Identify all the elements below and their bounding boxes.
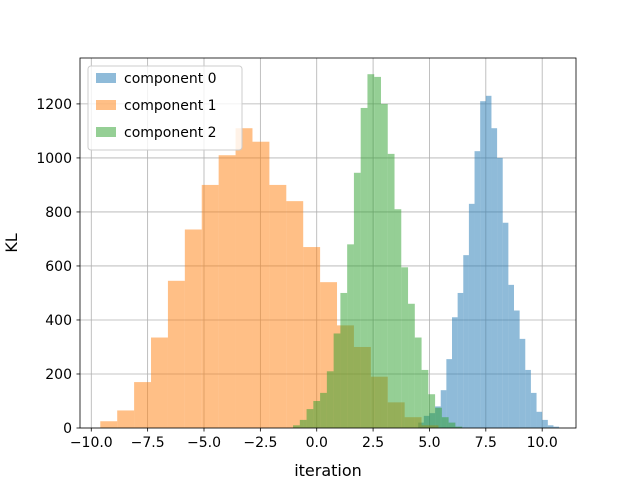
x-tick-label: 2.5 xyxy=(362,435,384,451)
y-tick-label: 1200 xyxy=(36,97,72,113)
x-tick-label: −7.5 xyxy=(131,435,165,451)
histogram-bar xyxy=(201,184,219,428)
histogram-bar xyxy=(428,394,436,428)
histogram-bar xyxy=(530,392,537,428)
y-tick-label: 0 xyxy=(63,421,72,437)
histogram-bar xyxy=(394,209,402,428)
histogram-bar xyxy=(320,392,327,428)
histogram-bar xyxy=(414,337,422,428)
y-tick-label: 400 xyxy=(45,313,72,329)
histogram-bar xyxy=(457,292,464,428)
histogram-bar xyxy=(440,390,447,428)
histogram-bar xyxy=(435,407,442,428)
histogram-bar xyxy=(480,101,486,429)
histogram-bar xyxy=(497,157,503,428)
x-axis-label: iteration xyxy=(294,461,362,480)
x-tick-label: 10.0 xyxy=(527,435,558,451)
histogram-bar xyxy=(269,184,287,428)
histogram-bars xyxy=(100,74,560,429)
x-tick-label: 7.5 xyxy=(475,435,497,451)
histogram-bar xyxy=(380,103,388,428)
x-tick-label: −2.5 xyxy=(243,435,277,451)
y-tick-label: 800 xyxy=(45,205,72,221)
histogram-bar xyxy=(547,425,554,428)
histogram-bar xyxy=(184,229,202,428)
series-component-2 xyxy=(293,74,463,429)
histogram-bar xyxy=(293,425,300,428)
histogram-bar xyxy=(525,369,531,428)
histogram-bar xyxy=(360,107,368,428)
histogram-bar xyxy=(367,74,375,428)
histogram-bar xyxy=(117,410,135,428)
x-tick-label: 5.0 xyxy=(418,435,440,451)
histogram-bar xyxy=(553,426,560,428)
y-tick-label: 200 xyxy=(45,367,72,383)
histogram-bar xyxy=(387,153,395,428)
histogram-bar xyxy=(474,151,481,429)
legend-swatch-component-1 xyxy=(96,100,116,110)
histogram-bar xyxy=(421,369,429,428)
y-tick-label: 1000 xyxy=(36,151,72,167)
x-tick-label: −5.0 xyxy=(187,435,221,451)
histogram-bar xyxy=(306,409,314,428)
histogram-bar xyxy=(491,128,498,428)
histogram-bar xyxy=(536,411,543,428)
legend: component 0 component 1 component 2 xyxy=(87,65,243,151)
histogram-bar xyxy=(303,247,321,428)
histogram-bar xyxy=(485,95,492,429)
histogram-bar xyxy=(514,310,520,428)
histogram-bar xyxy=(235,128,253,428)
histogram-bar xyxy=(519,338,526,428)
series-component-0 xyxy=(418,95,560,429)
histogram-bar xyxy=(452,317,458,428)
histogram-bar xyxy=(167,280,185,428)
histogram-bar xyxy=(408,303,415,428)
histogram-bar xyxy=(100,421,118,428)
legend-label-component-1: component 1 xyxy=(124,98,217,114)
histogram-bar xyxy=(463,255,469,428)
legend-swatch-component-2 xyxy=(96,127,116,137)
legend-swatch-component-0 xyxy=(96,73,116,83)
histogram-bar xyxy=(151,337,168,428)
histogram-bar xyxy=(542,419,548,428)
x-tick-label: 0.0 xyxy=(306,435,328,451)
legend-label-component-0: component 0 xyxy=(124,71,217,87)
histogram-bar xyxy=(401,267,409,428)
histogram-bar xyxy=(508,284,514,428)
histogram-bar xyxy=(286,201,304,428)
plot-frame xyxy=(79,57,577,429)
y-axis-label: KL xyxy=(2,233,21,252)
histogram-bar xyxy=(134,382,152,428)
histogram-bar xyxy=(326,371,334,428)
histogram-bar xyxy=(313,400,321,428)
y-tick-label: 600 xyxy=(45,259,72,275)
legend-label-component-2: component 2 xyxy=(124,125,217,141)
legend-box xyxy=(87,65,243,151)
histogram-bar xyxy=(446,359,452,428)
histogram-bar xyxy=(374,76,381,429)
histogram-bar xyxy=(299,419,307,428)
histogram-bar xyxy=(455,426,463,428)
histogram-bar xyxy=(448,422,456,428)
histogram-bar xyxy=(333,333,341,428)
axis-ticks: −10.0 −7.5 −5.0 −2.5 0.0 2.5 5.0 7.5 10.0 0 200 400… xyxy=(36,97,557,451)
histogram-bar xyxy=(468,203,475,428)
x-tick-label: −10.0 xyxy=(70,435,113,451)
histogram-bar xyxy=(347,244,354,428)
histogram-bar xyxy=(353,172,361,428)
histogram-bar xyxy=(252,141,270,428)
histogram-bar xyxy=(441,417,449,428)
histogram-bar xyxy=(218,155,236,429)
histogram-bar xyxy=(340,292,348,428)
histogram-bar xyxy=(502,222,509,428)
